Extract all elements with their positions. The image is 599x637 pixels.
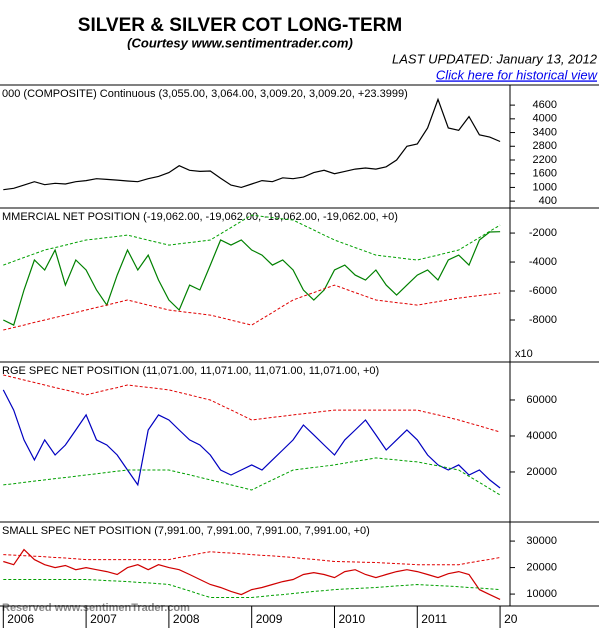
y-tick-label: 3400 xyxy=(533,126,557,138)
x-tick-label: 20 xyxy=(504,612,518,626)
multiplier-label: x10 xyxy=(515,348,533,360)
y-tick-label: 60000 xyxy=(526,394,557,406)
series-line xyxy=(3,548,501,600)
x-tick-label: 2009 xyxy=(256,612,283,626)
last-updated: LAST UPDATED: January 13, 2012 xyxy=(392,51,598,66)
y-tick-label: -8000 xyxy=(529,314,557,326)
panel-title: RGE SPEC NET POSITION (11,071.00, 11,071… xyxy=(2,365,379,377)
series-line xyxy=(3,231,501,326)
y-tick-label: -4000 xyxy=(529,256,557,268)
y-tick-label: 40000 xyxy=(526,430,557,442)
series-line xyxy=(2,389,501,489)
x-tick-label: 2010 xyxy=(338,612,365,626)
x-tick-label: 2008 xyxy=(173,612,200,626)
y-tick-label: 1600 xyxy=(533,168,557,180)
y-tick-label: 400 xyxy=(539,195,557,207)
y-tick-label: 2200 xyxy=(533,154,557,166)
y-tick-label: 1000 xyxy=(533,181,557,193)
page-title: SILVER & SILVER COT LONG-TERM xyxy=(78,15,402,36)
page-subtitle: (Courtesy www.sentimentrader.com) xyxy=(127,35,353,50)
y-tick-label: 2800 xyxy=(533,140,557,152)
y-tick-label: 4000 xyxy=(533,113,557,125)
y-tick-label: 10000 xyxy=(526,588,557,600)
y-tick-label: 20000 xyxy=(526,561,557,573)
x-tick-label: 2006 xyxy=(7,612,34,626)
panel-title: SMALL SPEC NET POSITION (7,991.00, 7,991… xyxy=(2,525,370,537)
panel-title: 000 (COMPOSITE) Continuous (3,055.00, 3,… xyxy=(2,88,408,100)
series-line xyxy=(3,579,501,598)
y-tick-label: 4600 xyxy=(533,99,557,111)
panel-title: MMERCIAL NET POSITION (-19,062.00, -19,0… xyxy=(2,211,398,223)
y-tick-label: 30000 xyxy=(526,535,557,547)
series-line xyxy=(3,214,501,266)
y-tick-label: -6000 xyxy=(529,285,557,297)
series-line xyxy=(3,457,501,496)
series-line xyxy=(3,374,501,433)
series-line xyxy=(3,97,501,191)
watermark: Reserved www.sentimenTrader.com xyxy=(2,602,190,614)
x-tick-label: 2007 xyxy=(90,612,117,626)
y-tick-label: -2000 xyxy=(529,227,557,239)
y-tick-label: 20000 xyxy=(526,466,557,478)
series-line xyxy=(3,284,501,331)
historical-link[interactable]: Click here for historical view xyxy=(436,67,599,82)
x-tick-label: 2011 xyxy=(421,612,447,626)
series-line xyxy=(3,551,501,566)
